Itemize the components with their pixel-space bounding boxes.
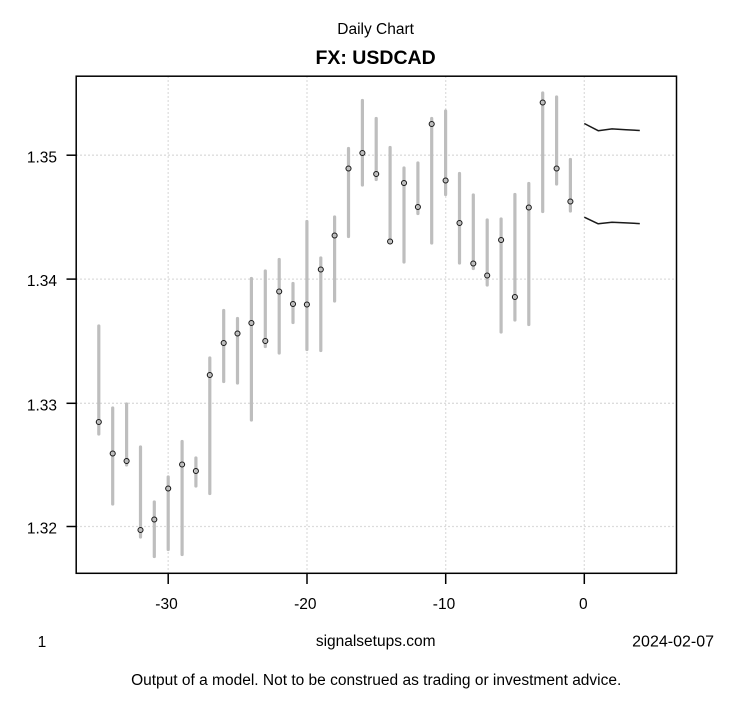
- svg-text:-10: -10: [433, 596, 456, 613]
- svg-text:1.33: 1.33: [27, 397, 57, 414]
- svg-text:1.32: 1.32: [27, 521, 57, 538]
- svg-text:FX: USDCAD: FX: USDCAD: [315, 47, 435, 69]
- svg-text:-20: -20: [294, 596, 317, 613]
- svg-text:0: 0: [579, 596, 588, 613]
- svg-text:-30: -30: [155, 596, 178, 613]
- svg-text:Output of a model. Not to be c: Output of a model. Not to be construed a…: [131, 672, 621, 689]
- svg-text:signalsetups.com: signalsetups.com: [316, 633, 436, 650]
- svg-text:Daily Chart: Daily Chart: [337, 21, 414, 38]
- svg-text:1.35: 1.35: [27, 149, 57, 166]
- svg-text:1: 1: [38, 634, 47, 651]
- svg-text:1.34: 1.34: [27, 273, 58, 290]
- svg-text:2024-02-07: 2024-02-07: [632, 634, 714, 651]
